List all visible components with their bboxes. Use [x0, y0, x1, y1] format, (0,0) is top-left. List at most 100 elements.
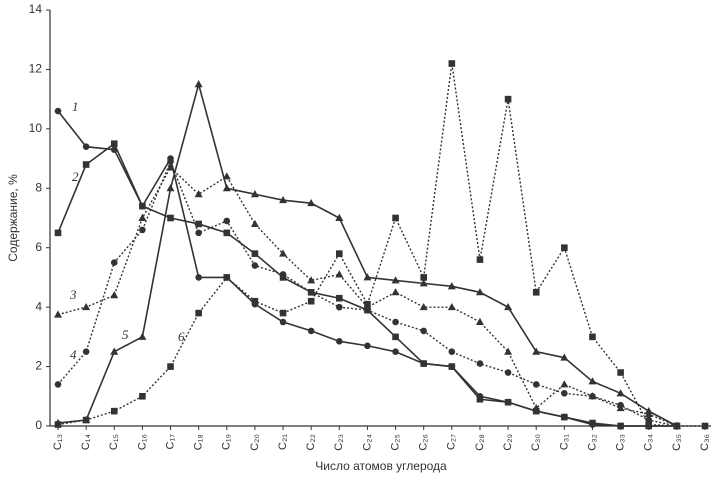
x-tick-label: C₂₅: [389, 434, 401, 451]
y-tick-label: 14: [29, 2, 43, 16]
x-axis-label: Число атомов углерода: [315, 459, 447, 473]
point: [588, 377, 597, 385]
point: [701, 422, 709, 430]
y-tick-label: 4: [35, 299, 42, 313]
point: [279, 318, 287, 326]
point: [475, 288, 484, 296]
point: [82, 302, 91, 311]
x-tick-label: C₂₉: [502, 434, 514, 451]
y-axis-label: Содержание, %: [6, 174, 20, 262]
point: [139, 226, 146, 234]
point: [476, 395, 484, 403]
point: [167, 214, 174, 222]
point: [110, 291, 119, 299]
point: [195, 309, 202, 317]
point: [166, 163, 175, 171]
point: [504, 347, 513, 355]
point: [335, 213, 344, 221]
point: [195, 229, 202, 237]
point: [307, 276, 316, 284]
point: [251, 262, 259, 269]
y-tick-label: 12: [29, 62, 43, 76]
x-tick-label: C₂₆: [418, 434, 430, 451]
x-tick-label: C₂₃: [333, 434, 345, 451]
point: [222, 184, 231, 192]
point: [475, 317, 484, 325]
point: [110, 347, 119, 355]
point: [617, 401, 624, 409]
point: [392, 333, 399, 341]
x-tick-label: C₁₃: [52, 434, 64, 450]
point: [110, 259, 118, 266]
point: [589, 333, 596, 341]
point: [617, 422, 624, 430]
series-line: [57, 110, 677, 427]
point: [223, 229, 231, 237]
series-label: 4: [70, 347, 77, 362]
x-tick-label: C₁₉: [221, 434, 233, 450]
point: [194, 190, 203, 198]
y-tick-label: 2: [35, 359, 42, 373]
point: [250, 190, 259, 198]
point: [391, 288, 400, 296]
point: [279, 249, 288, 257]
point: [392, 348, 399, 356]
point: [504, 95, 512, 103]
x-tick-label: C₃₃: [615, 434, 627, 451]
point: [476, 256, 484, 263]
point: [82, 143, 90, 150]
point: [364, 342, 371, 350]
point: [82, 416, 90, 424]
series-label: 2: [72, 169, 79, 184]
x-tick-label: C₃₁: [558, 434, 570, 450]
point: [532, 403, 541, 412]
point: [476, 360, 484, 367]
point: [82, 161, 90, 168]
point: [504, 302, 513, 311]
x-tick-label: C₂₄: [361, 434, 373, 451]
x-tick-label: C₁₄: [80, 434, 92, 451]
point: [279, 271, 287, 278]
point: [364, 306, 371, 314]
point: [448, 60, 456, 67]
x-tick-label: C₃₆: [699, 434, 711, 451]
point: [336, 294, 343, 302]
x-tick-label: C₂₇: [446, 434, 458, 450]
point: [195, 274, 202, 281]
point: [82, 348, 90, 356]
x-tick-label: C₁₈: [193, 434, 205, 450]
point: [532, 381, 540, 388]
point: [363, 273, 372, 281]
series-line: [57, 166, 678, 427]
point: [222, 172, 231, 180]
point: [195, 220, 202, 228]
point: [616, 389, 625, 397]
point: [532, 347, 541, 355]
point: [420, 327, 427, 335]
x-tick-label: C₃₅: [671, 434, 683, 451]
series-label: 5: [122, 327, 129, 342]
point: [420, 274, 427, 281]
point: [391, 276, 400, 284]
point: [54, 229, 62, 237]
point: [336, 250, 343, 257]
point: [54, 107, 62, 115]
x-tick-label: C₁₅: [108, 434, 120, 450]
point: [223, 274, 231, 281]
point: [561, 244, 568, 252]
point: [223, 217, 231, 225]
point: [419, 302, 428, 311]
point: [251, 250, 259, 257]
point: [54, 310, 62, 318]
point: [392, 214, 399, 222]
x-tick-label: C₂₁: [277, 434, 289, 450]
point: [54, 381, 62, 388]
point: [54, 421, 62, 428]
series-line: [57, 142, 677, 427]
series-label: 1: [72, 99, 79, 114]
series-label: 6: [178, 329, 185, 344]
x-tick-label: C₃₄: [643, 433, 655, 450]
y-tick-label: 0: [35, 418, 42, 432]
point: [279, 309, 287, 317]
